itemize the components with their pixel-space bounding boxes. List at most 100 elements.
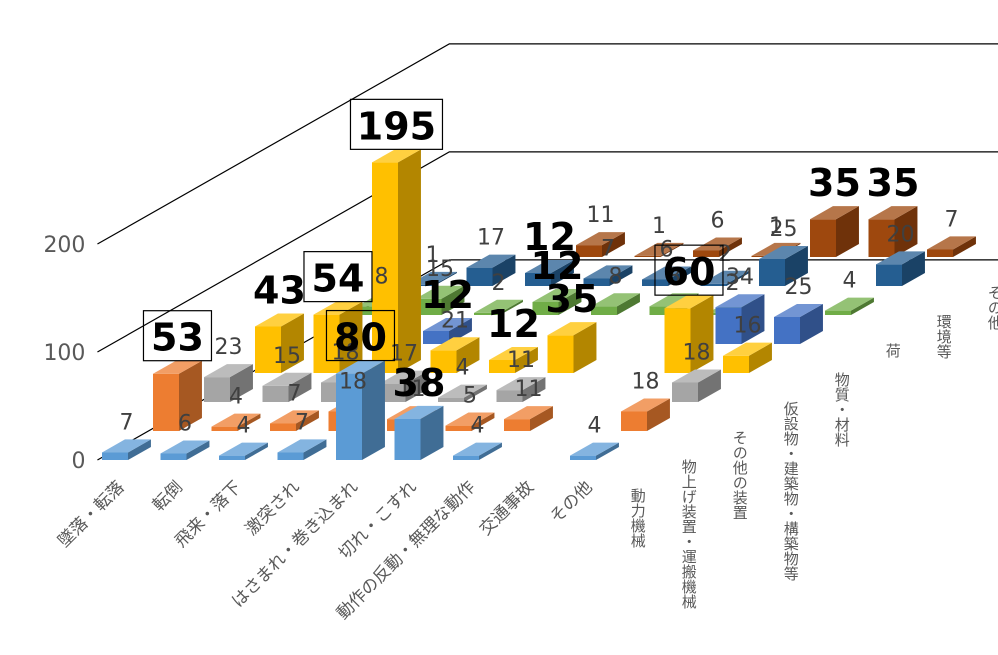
bar [160, 440, 210, 460]
bar [672, 369, 721, 402]
data-label: 7 [944, 207, 958, 232]
label-box [654, 244, 724, 296]
data-label: 4 [842, 269, 856, 294]
y-tick-label: 100 [43, 341, 85, 366]
series-label: その他 [986, 285, 998, 331]
bar [570, 442, 619, 460]
data-label: 35 [867, 161, 920, 205]
bar [277, 439, 327, 460]
bar [634, 242, 684, 257]
label-box [142, 310, 213, 362]
bar [504, 406, 553, 431]
bar [211, 413, 261, 431]
bar [372, 149, 421, 373]
data-label: 18 [339, 370, 367, 395]
data-label: 18 [682, 341, 710, 366]
data-label: 20 [886, 222, 914, 247]
series-label: 物上げ装置・運搬機械 [680, 459, 698, 609]
data-label: 25 [784, 275, 812, 300]
bar [102, 439, 151, 460]
data-label: 1 [769, 214, 783, 239]
data-label: 25 [769, 217, 797, 242]
bar [270, 410, 319, 431]
bar [262, 372, 312, 402]
bars [102, 149, 976, 460]
label-box [349, 98, 444, 150]
data-label: 6 [710, 208, 724, 233]
series-label: 動力機械 [629, 488, 647, 548]
bar [621, 398, 670, 431]
bar [438, 384, 487, 402]
data-label: 8 [608, 264, 622, 289]
data-label: 15 [426, 257, 454, 282]
series-label: 物質・材料 [833, 372, 851, 447]
y-tick-label: 0 [71, 449, 85, 474]
data-label: 16 [733, 314, 761, 339]
data-label: 12 [523, 215, 576, 259]
data-label: 7 [287, 381, 301, 406]
data-label: 12 [531, 244, 584, 288]
data-label: 11 [507, 348, 535, 373]
x-tick-label: 転倒 [149, 477, 187, 515]
data-label: 21 [441, 308, 469, 333]
data-label: 1 [652, 214, 666, 239]
bar [255, 313, 304, 373]
bar [394, 405, 444, 460]
bar [810, 206, 859, 257]
bar [774, 303, 823, 344]
data-label: 7 [601, 236, 615, 261]
data-label: 35 [546, 277, 599, 321]
bar [591, 293, 640, 315]
data-label: 7 [119, 410, 133, 435]
bar [415, 285, 465, 315]
bar [576, 232, 625, 257]
data-label: 53 [151, 316, 204, 360]
series-label: 環境等 [935, 314, 953, 359]
data-label: 1 [425, 243, 439, 268]
bar [496, 377, 546, 402]
data-label: 60 [663, 250, 716, 294]
bar [204, 364, 253, 402]
bar [547, 322, 597, 373]
data-label: 38 [393, 361, 446, 405]
data-label: 2 [725, 271, 739, 296]
bar [825, 297, 874, 315]
x-tick-label: 墜落・転落 [54, 477, 128, 551]
data-label: 18 [331, 341, 359, 366]
y-tick-label: 200 [43, 233, 85, 258]
bar [583, 265, 633, 286]
data-label: 23 [214, 335, 242, 360]
data-label: 43 [253, 269, 306, 313]
data-label: 11 [586, 203, 614, 228]
bar [445, 412, 495, 431]
data-label: 12 [421, 273, 474, 317]
bar [379, 370, 429, 402]
data-label: 17 [477, 226, 505, 251]
data-label: 80 [334, 316, 387, 360]
data-label: 11 [397, 377, 425, 402]
data-label: 18 [631, 370, 659, 395]
data-label: 4 [470, 414, 484, 439]
gridline [97, 151, 998, 353]
bar [219, 442, 268, 460]
bar [723, 342, 772, 373]
data-label: 11 [514, 377, 542, 402]
data-label: 2 [718, 242, 732, 267]
data-label: 8 [374, 264, 388, 289]
bar [700, 270, 750, 286]
bar [336, 360, 385, 460]
data-label: 34 [726, 265, 754, 290]
x-tick-label: 交通事故 [476, 477, 538, 539]
bar [430, 337, 480, 373]
x-axis-labels: 墜落・転落 転倒飛来・落下激突されはさまれ・巻き込まれ切れ・こすれ動作の反動・無理… [54, 477, 596, 623]
bar [153, 360, 202, 431]
bar [474, 299, 523, 315]
data-label: 7 [295, 410, 309, 435]
data-label: 4 [229, 385, 243, 410]
series-label: その他の装置 [731, 430, 749, 520]
depth-axis-labels: 動力機械 物上げ装置・運搬機械 その他の装置 仮設物・建築物・構築物等 物質・材料 荷 環境… [629, 285, 998, 609]
gridline [97, 43, 998, 245]
bar [664, 295, 714, 373]
data-label: 4 [587, 414, 601, 439]
